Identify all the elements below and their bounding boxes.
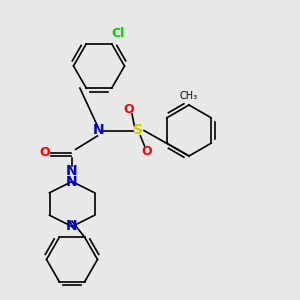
Text: Cl: Cl xyxy=(111,27,124,40)
Text: O: O xyxy=(142,145,152,158)
Text: N: N xyxy=(66,175,78,188)
Text: CH₃: CH₃ xyxy=(180,91,198,101)
Text: O: O xyxy=(40,146,50,160)
Text: S: S xyxy=(133,124,143,137)
Text: N: N xyxy=(66,164,78,178)
Text: N: N xyxy=(66,220,78,233)
Text: O: O xyxy=(124,103,134,116)
Text: N: N xyxy=(93,124,105,137)
